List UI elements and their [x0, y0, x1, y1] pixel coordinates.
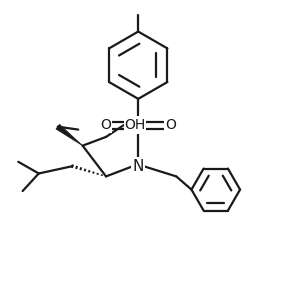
Text: O: O	[101, 118, 111, 132]
Text: O: O	[165, 118, 176, 132]
Text: OH: OH	[125, 118, 146, 132]
Text: S: S	[133, 118, 143, 133]
Polygon shape	[56, 124, 83, 146]
Text: N: N	[133, 159, 144, 174]
